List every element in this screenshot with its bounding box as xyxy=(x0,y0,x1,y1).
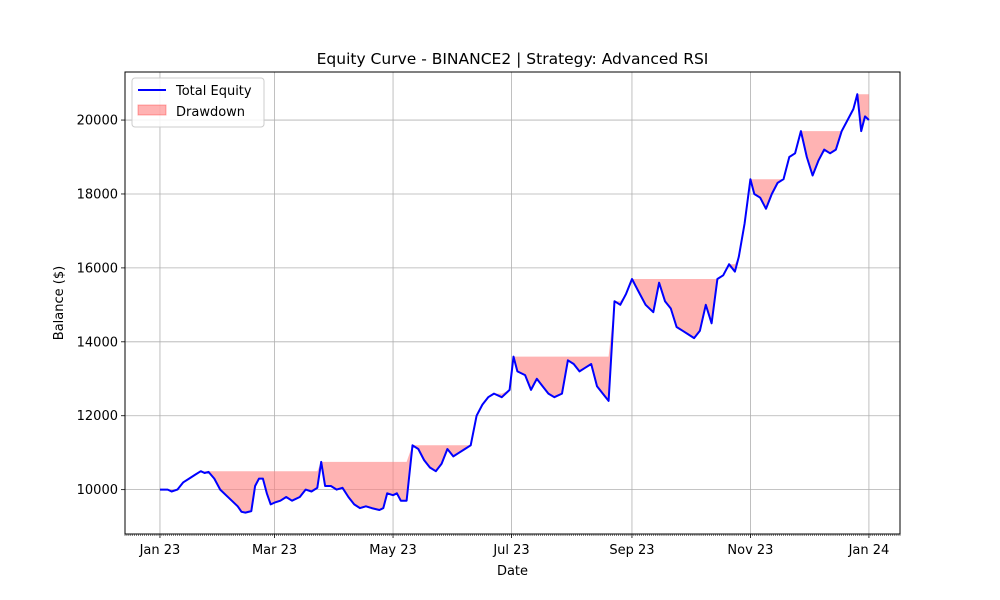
x-tick-label: Mar 23 xyxy=(252,543,297,558)
y-tick-label: 16000 xyxy=(77,261,118,276)
y-tick-label: 18000 xyxy=(77,187,118,202)
x-axis-ticks: Jan 23 Mar 23 May 23 Jul 23 Sep 23 Nov 23 Jan … xyxy=(124,534,901,558)
legend-drawdown-swatch xyxy=(137,104,167,116)
x-tick-label: Sep 23 xyxy=(609,543,654,558)
plot-frame xyxy=(124,71,901,535)
y-tick-label: 14000 xyxy=(77,335,118,350)
x-tick-label: Jan 23 xyxy=(139,543,181,558)
equity-line xyxy=(160,93,870,514)
total-equity-line xyxy=(160,93,870,514)
x-tick-label: Nov 23 xyxy=(727,543,773,558)
x-axis-label: Date xyxy=(497,564,528,579)
legend: Total Equity Drawdown xyxy=(131,77,265,128)
legend-equity-label: Total Equity xyxy=(175,84,252,99)
x-tick-label: May 23 xyxy=(369,543,417,558)
y-axis-label: Balance ($) xyxy=(52,266,67,340)
chart-title: Equity Curve - BINANCE2 | Strategy: Adva… xyxy=(317,50,709,68)
y-axis-ticks: 10000 12000 14000 16000 18000 20000 xyxy=(77,114,125,498)
y-tick-label: 10000 xyxy=(77,483,118,498)
legend-drawdown-label: Drawdown xyxy=(176,105,245,120)
grid xyxy=(125,72,900,534)
x-tick-label: Jul 23 xyxy=(492,543,529,558)
y-tick-label: 12000 xyxy=(77,409,118,424)
x-tick-label: Jan 24 xyxy=(848,543,890,558)
y-tick-label: 20000 xyxy=(77,114,118,129)
